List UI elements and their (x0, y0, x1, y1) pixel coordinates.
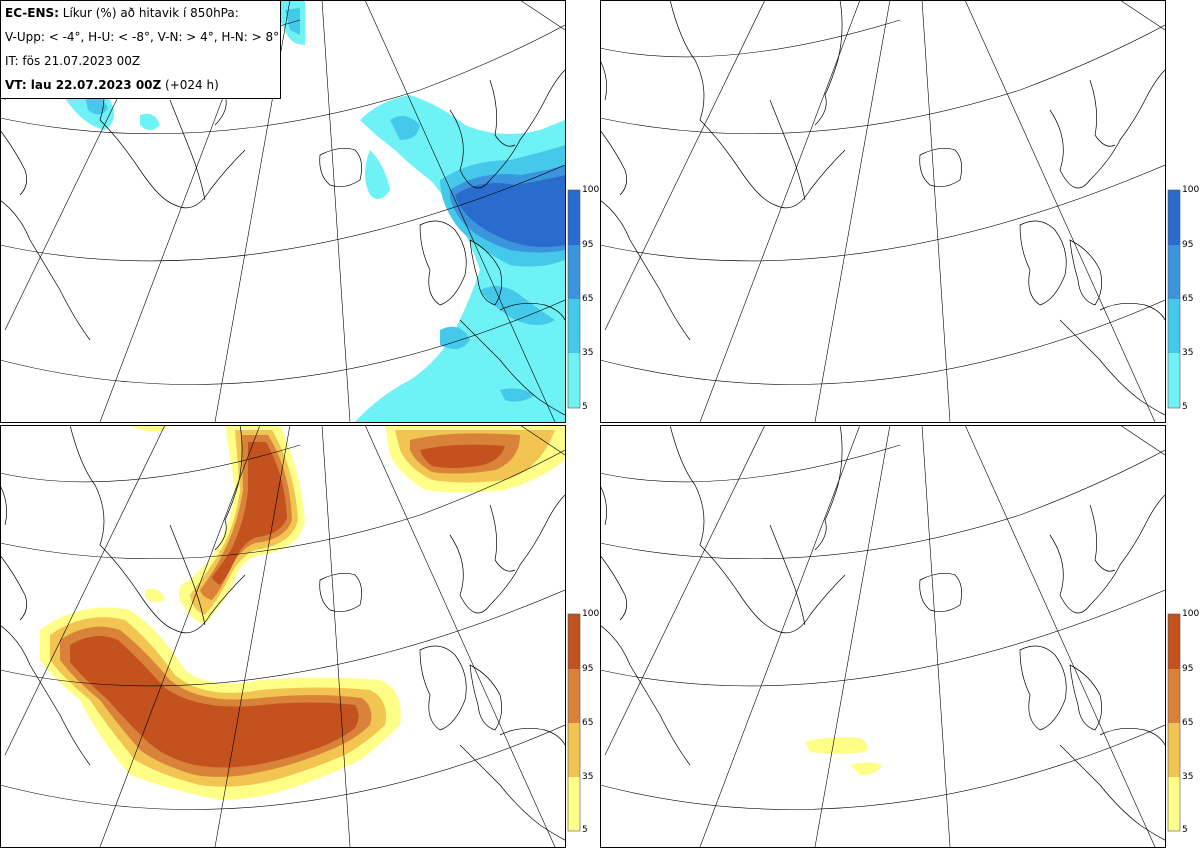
colorbar-tick-65: 65 (1182, 294, 1194, 304)
colorbar-tick-35: 35 (1182, 772, 1194, 782)
valid-time-line: VT: lau 22.07.2023 00Z (+024 h) (5, 77, 280, 101)
map-panel-upper-left (0, 0, 566, 423)
title-line: EC-ENS: Líkur (%) að hitavik í 850hPa: (5, 5, 280, 29)
colorbar-tick-95: 95 (1182, 240, 1194, 250)
colorbar-tick-100: 100 (1182, 185, 1200, 195)
map-panel-lower-left (0, 425, 566, 848)
colorbar-tick-100: 100 (582, 185, 600, 195)
colorbar-tick-95: 95 (1182, 664, 1194, 674)
colorbar-tick-95: 95 (582, 664, 594, 674)
colorbar-tick-65: 65 (582, 718, 594, 728)
colorbar-tick-100: 100 (1182, 609, 1200, 619)
product-title: Líkur (%) að hitavik í 850hPa: (62, 6, 239, 20)
colorbar-tick-5: 5 (582, 825, 588, 835)
colorbar-tick-65: 65 (582, 294, 594, 304)
colorbar-tick-65: 65 (1182, 718, 1194, 728)
map-panel-lower-right (600, 425, 1166, 848)
colorbar-tick-5: 5 (582, 402, 588, 412)
map-panel-upper-right (600, 0, 1166, 423)
colorbar-cold-upper-right (1167, 189, 1181, 409)
colorbar-tick-5: 5 (1182, 825, 1188, 835)
colorbar-tick-35: 35 (1182, 348, 1194, 358)
probability-field-warm-8 (805, 737, 882, 775)
probability-field-cold-4 (60, 0, 565, 422)
colorbar-tick-95: 95 (582, 240, 594, 250)
model-name: EC-ENS: (5, 6, 59, 20)
forecast-info-box: EC-ENS: Líkur (%) að hitavik í 850hPa: V… (0, 0, 281, 99)
colorbar-tick-35: 35 (582, 348, 594, 358)
panel-legend: V-Upp: < -4°, H-U: < -8°, V-N: > 4°, H-N… (5, 30, 280, 44)
valid-time: VT: lau 22.07.2023 00Z (5, 78, 162, 92)
lead-time: (+024 h) (165, 78, 219, 92)
init-time: IT: fös 21.07.2023 00Z (5, 54, 141, 68)
colorbar-cold-upper-left (567, 189, 581, 409)
colorbar-warm-lower-left (567, 613, 581, 832)
colorbar-warm-lower-right (1167, 613, 1181, 832)
colorbar-tick-100: 100 (582, 609, 600, 619)
probability-field-warm-4 (40, 425, 565, 800)
colorbar-tick-35: 35 (582, 772, 594, 782)
colorbar-tick-5: 5 (1182, 402, 1188, 412)
